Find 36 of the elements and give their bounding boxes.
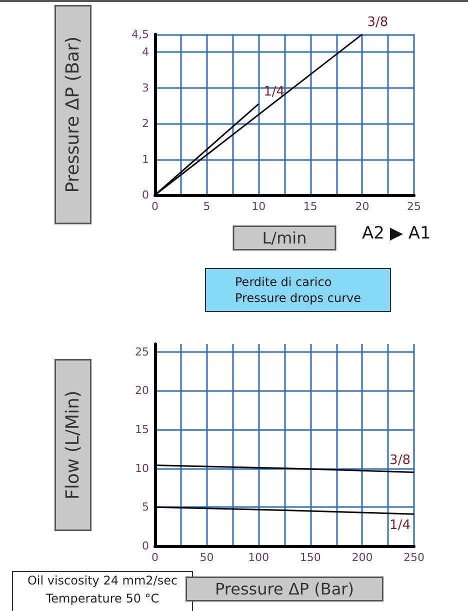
series-label: 1/4	[390, 518, 410, 534]
y-tick-label: 5	[142, 500, 149, 514]
y-axis-title: Flow (L/Min)	[62, 390, 84, 500]
x-tick-label: 25	[407, 200, 421, 213]
x-axis-title: Pressure ΔP (Bar)	[215, 580, 354, 598]
y-tick-label: 10	[135, 462, 149, 475]
y-axis-title: Pressure ΔP (Bar)	[62, 36, 84, 193]
y-tick-label: 0	[142, 540, 149, 552]
y-tick-label: 4,5	[132, 28, 149, 41]
x-tick-label: 0	[152, 200, 158, 213]
series-label: 1/4	[264, 84, 285, 100]
x-axis-title: L/min	[262, 228, 307, 248]
chart-title: Perdite di carico Pressure drops curve	[235, 275, 361, 305]
x-tick-label: 100	[248, 551, 270, 564]
text: Oil viscosity 24 mm2/sec	[27, 574, 178, 588]
x-tick-label: 250	[404, 551, 424, 564]
x-tick-label: 20	[355, 200, 370, 213]
x-tick-label: 15	[303, 200, 318, 213]
y-tick-label: 25	[135, 345, 149, 358]
x-tick-label: 50	[200, 551, 214, 564]
y-tick-label: 20	[135, 384, 149, 398]
y-tick-label: 2	[142, 117, 149, 130]
x-tick-label: 0	[152, 551, 158, 564]
y-tick-label: 3	[142, 81, 149, 94]
y-tick-label: 0	[142, 188, 149, 202]
y-tick-label: 1	[142, 152, 149, 166]
y-tick-label: 15	[135, 422, 149, 436]
x-tick-label: 10	[252, 200, 266, 213]
text: Temperature 50 °C	[44, 592, 160, 606]
series-label: 3/8	[390, 453, 410, 468]
x-tick-label: 200	[352, 551, 373, 564]
series-label: 3/8	[367, 14, 388, 30]
x-tick-label: 150	[300, 551, 321, 564]
text: A2 ▶ A1	[362, 224, 431, 244]
x-tick-label: 5	[203, 200, 210, 213]
y-tick-label: 4	[142, 46, 149, 59]
